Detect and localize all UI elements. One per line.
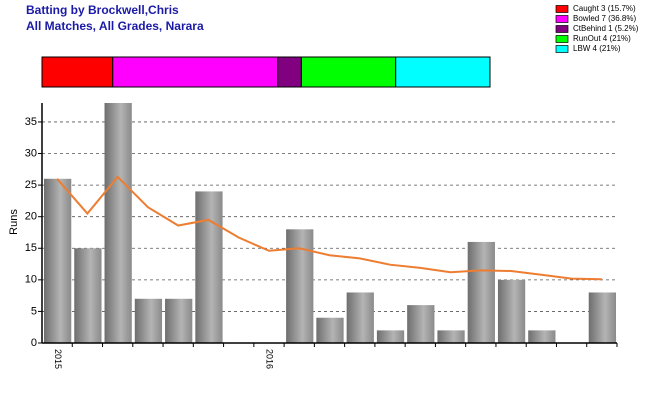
bar — [346, 292, 374, 343]
chart-title: Batting by Brockwell,Chris — [26, 3, 179, 17]
dismissal-segment — [395, 56, 491, 88]
x-tick-label: 2016 — [265, 349, 275, 369]
y-tick-label: 0 — [31, 337, 37, 349]
bar — [467, 241, 495, 343]
bar — [165, 298, 193, 343]
y-axis-label: Runs — [8, 209, 20, 235]
bar — [437, 330, 465, 343]
legend-text: RunOut 4 (21%) — [573, 34, 631, 43]
bar — [497, 279, 526, 343]
bar — [74, 248, 102, 343]
dismissal-segment — [41, 56, 114, 88]
bar — [528, 330, 556, 343]
y-tick-label: 35 — [25, 116, 37, 128]
dismissal-segment — [300, 56, 397, 88]
y-tick-label: 30 — [25, 147, 37, 159]
bar — [286, 229, 314, 343]
legend-swatch — [555, 5, 569, 13]
bar — [316, 317, 344, 343]
x-tick-label: 2015 — [53, 349, 63, 369]
legend-swatch — [555, 45, 569, 53]
legend-text: CtBehind 1 (5.2%) — [573, 24, 639, 33]
legend-text: Caught 3 (15.7%) — [573, 4, 636, 13]
legend-text: LBW 4 (21%) — [573, 44, 621, 53]
y-tick-label: 25 — [25, 179, 37, 191]
y-tick-label: 10 — [25, 274, 37, 286]
y-tick-label: 20 — [25, 211, 37, 223]
legend-swatch — [555, 35, 569, 43]
dismissal-segment — [112, 56, 279, 88]
dismissal-segment — [277, 56, 302, 88]
bar — [104, 103, 132, 343]
legend-swatch — [555, 15, 569, 23]
bar — [376, 330, 405, 343]
bar — [407, 305, 435, 343]
legend-swatch — [555, 25, 569, 33]
legend-text: Bowled 7 (36.8%) — [573, 14, 636, 23]
y-tick-label: 15 — [25, 242, 37, 254]
bar — [134, 298, 163, 343]
chart-subtitle: All Matches, All Grades, Narara — [26, 19, 204, 33]
bar — [588, 292, 616, 343]
bar — [44, 178, 72, 343]
y-tick-label: 5 — [31, 305, 37, 317]
average-line — [56, 175, 602, 281]
bar — [195, 191, 223, 343]
